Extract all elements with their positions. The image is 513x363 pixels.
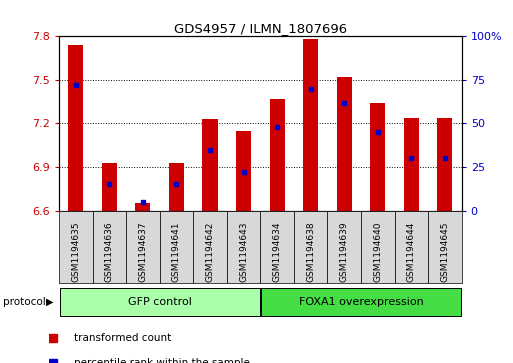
FancyBboxPatch shape xyxy=(160,211,193,283)
FancyBboxPatch shape xyxy=(60,288,260,316)
Bar xyxy=(68,45,83,211)
FancyBboxPatch shape xyxy=(260,211,294,283)
Text: GSM1194645: GSM1194645 xyxy=(441,221,449,282)
Bar xyxy=(404,118,419,211)
Text: GSM1194635: GSM1194635 xyxy=(71,221,80,282)
FancyBboxPatch shape xyxy=(126,211,160,283)
FancyBboxPatch shape xyxy=(227,211,260,283)
Bar xyxy=(269,99,285,211)
FancyBboxPatch shape xyxy=(193,211,227,283)
Text: ▶: ▶ xyxy=(46,297,54,307)
Bar xyxy=(303,39,318,211)
Bar xyxy=(337,77,352,211)
Text: FOXA1 overexpression: FOXA1 overexpression xyxy=(299,297,423,307)
Text: GSM1194643: GSM1194643 xyxy=(239,221,248,282)
Text: protocol: protocol xyxy=(3,297,45,307)
FancyBboxPatch shape xyxy=(59,211,92,283)
FancyBboxPatch shape xyxy=(361,211,394,283)
Bar xyxy=(203,119,218,211)
FancyBboxPatch shape xyxy=(294,211,327,283)
Bar xyxy=(135,203,150,211)
Bar xyxy=(236,131,251,211)
Text: GSM1194642: GSM1194642 xyxy=(206,221,214,282)
Bar xyxy=(102,163,117,211)
Text: GSM1194644: GSM1194644 xyxy=(407,221,416,282)
FancyBboxPatch shape xyxy=(428,211,462,283)
Bar xyxy=(370,103,385,211)
Bar xyxy=(169,163,184,211)
Text: GSM1194638: GSM1194638 xyxy=(306,221,315,282)
Title: GDS4957 / ILMN_1807696: GDS4957 / ILMN_1807696 xyxy=(174,22,347,35)
Bar xyxy=(438,118,452,211)
Text: GSM1194639: GSM1194639 xyxy=(340,221,349,282)
Text: GSM1194637: GSM1194637 xyxy=(139,221,147,282)
Text: GSM1194634: GSM1194634 xyxy=(272,221,282,282)
Text: transformed count: transformed count xyxy=(73,334,171,343)
FancyBboxPatch shape xyxy=(261,288,461,316)
FancyBboxPatch shape xyxy=(327,211,361,283)
FancyBboxPatch shape xyxy=(92,211,126,283)
Text: GSM1194641: GSM1194641 xyxy=(172,221,181,282)
Text: GFP control: GFP control xyxy=(128,297,192,307)
FancyBboxPatch shape xyxy=(394,211,428,283)
Text: GSM1194640: GSM1194640 xyxy=(373,221,382,282)
Text: percentile rank within the sample: percentile rank within the sample xyxy=(73,358,249,363)
Text: GSM1194636: GSM1194636 xyxy=(105,221,114,282)
